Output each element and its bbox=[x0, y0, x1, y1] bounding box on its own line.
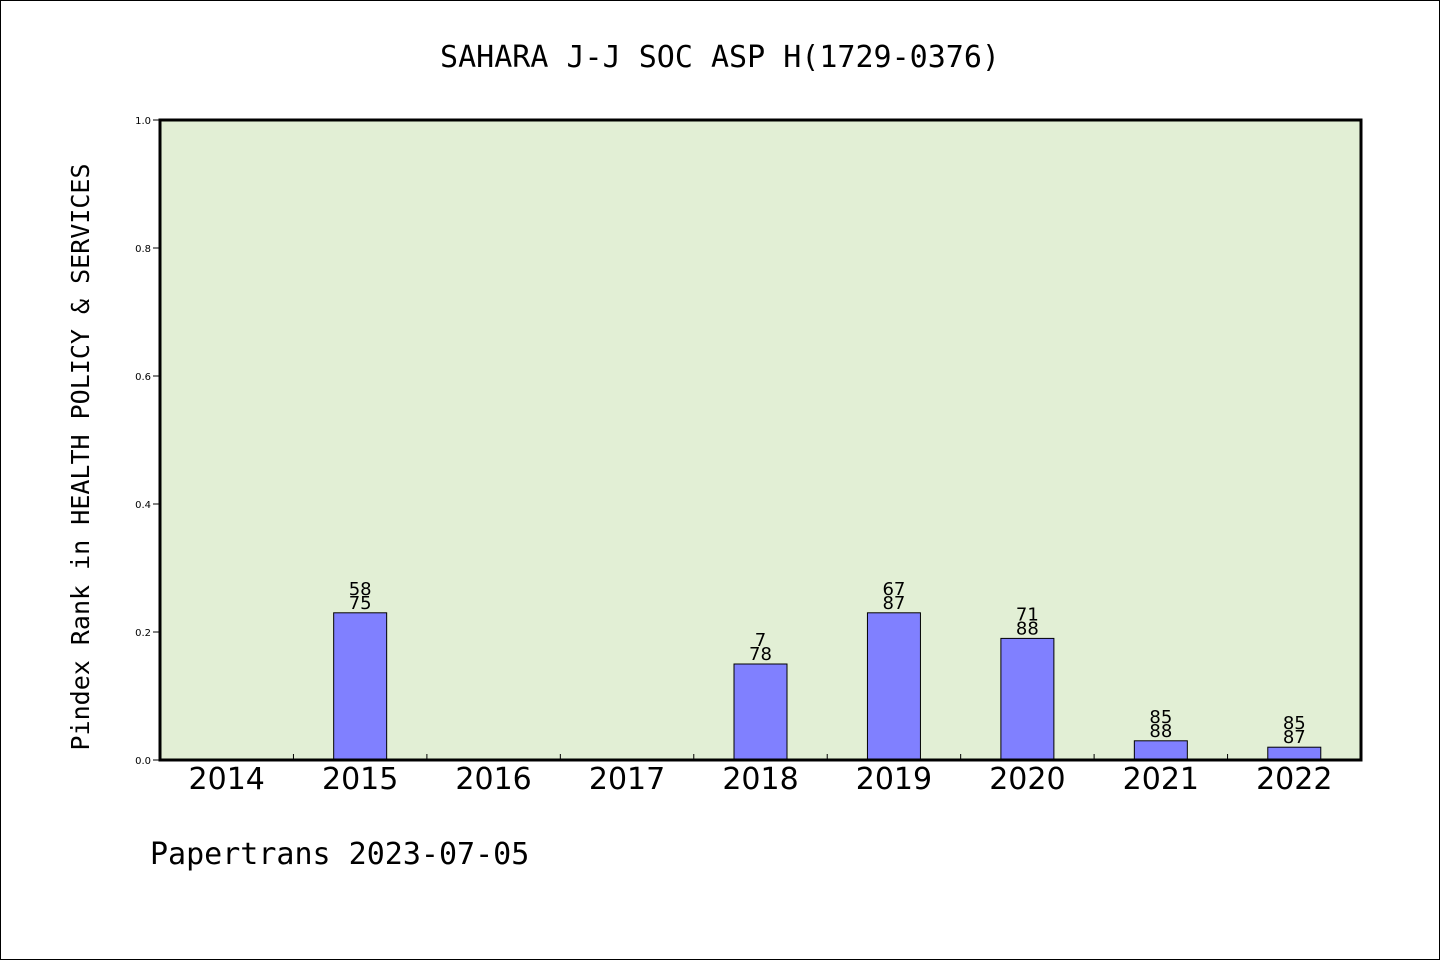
x-tick-label: 2015 bbox=[322, 762, 398, 797]
y-tick-label: 0.6 bbox=[135, 372, 151, 383]
x-tick-label: 2019 bbox=[856, 762, 932, 797]
bar bbox=[733, 663, 788, 761]
x-tick-label: 2016 bbox=[455, 762, 531, 797]
y-tick-label: 0.8 bbox=[135, 244, 151, 255]
x-tick-label: 2017 bbox=[589, 762, 665, 797]
bar-label-top: 58 bbox=[349, 579, 372, 600]
chart-title: SAHARA J-J SOC ASP H(1729-0376) bbox=[440, 40, 1000, 75]
y-axis-label: Pindex Rank in HEALTH POLICY & SERVICES bbox=[66, 164, 95, 751]
bar-label-top: 7 bbox=[755, 630, 766, 651]
bar-label-top: 67 bbox=[882, 579, 905, 600]
bar-label-bottom: 88 bbox=[1016, 618, 1039, 639]
y-tick-label: 0.2 bbox=[135, 628, 151, 639]
bars bbox=[333, 612, 1322, 761]
x-ticks: 2014 2015 2016 2017 2018 2019 2020 2021 2022 bbox=[189, 754, 1332, 797]
y-tick-label: 0.0 bbox=[135, 756, 151, 767]
bar-label-bottom: 87 bbox=[1283, 727, 1306, 748]
x-tick-label: 2018 bbox=[722, 762, 798, 797]
bar bbox=[333, 612, 388, 761]
y-tick-label: 1.0 bbox=[135, 116, 151, 127]
bar-label-bottom: 88 bbox=[1149, 721, 1172, 742]
x-tick-label: 2014 bbox=[189, 762, 265, 797]
bar bbox=[1133, 740, 1188, 761]
plot-border bbox=[158, 118, 1363, 762]
bar bbox=[1000, 637, 1055, 761]
bar-label-bottom: 78 bbox=[749, 644, 772, 665]
x-tick-label: 2022 bbox=[1256, 762, 1332, 797]
bar-label-top: 85 bbox=[1283, 713, 1306, 734]
y-ticks: 0.0 0.2 0.4 0.6 0.8 1.0 bbox=[135, 116, 160, 767]
bar-label-top: 71 bbox=[1016, 604, 1039, 625]
y-tick-label: 0.4 bbox=[135, 500, 151, 511]
bar-label-bottom: 75 bbox=[349, 593, 372, 614]
bar-label-top: 85 bbox=[1149, 707, 1172, 728]
bar bbox=[866, 612, 921, 761]
bar bbox=[1267, 746, 1322, 761]
footer-text: Papertrans 2023-07-05 bbox=[150, 837, 529, 872]
x-tick-label: 2020 bbox=[989, 762, 1065, 797]
bar-label-bottom: 87 bbox=[882, 593, 905, 614]
x-tick-label: 2021 bbox=[1123, 762, 1199, 797]
